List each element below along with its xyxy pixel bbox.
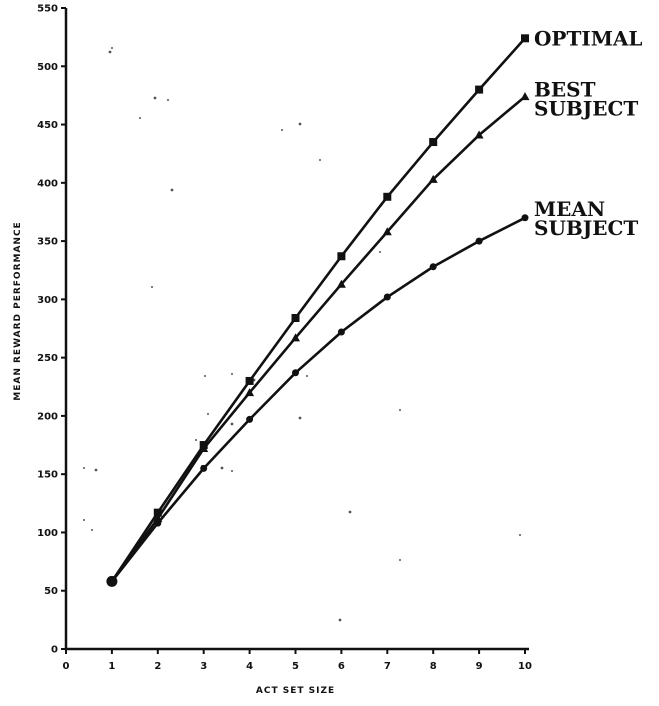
x-tick-label: 5 <box>292 661 299 672</box>
y-axis-title: MEAN REWARD PERFORMANCE <box>13 221 23 400</box>
data-point <box>337 252 345 260</box>
series-line <box>112 218 525 582</box>
speck <box>399 559 401 561</box>
data-point <box>476 238 483 245</box>
series-label: MEAN SUBJECT <box>534 197 638 240</box>
series-label-line: SUBJECT <box>534 216 638 240</box>
data-point <box>522 214 529 221</box>
speck <box>154 97 157 100</box>
speck <box>319 159 321 161</box>
data-point <box>292 369 299 376</box>
speck <box>83 467 85 469</box>
speck <box>281 129 283 131</box>
y-tick-label: 250 <box>37 353 58 364</box>
x-tick-label: 10 <box>518 661 532 672</box>
speck <box>109 51 112 54</box>
x-tick-label: 2 <box>154 661 161 672</box>
speck <box>207 413 209 415</box>
speck <box>306 375 308 377</box>
y-tick-label: 350 <box>37 237 58 248</box>
speck <box>204 375 206 377</box>
speck <box>91 529 93 531</box>
y-tick-label: 500 <box>37 62 58 73</box>
speck <box>167 99 169 101</box>
x-tick-label: 0 <box>63 661 70 672</box>
data-point <box>200 465 207 472</box>
series-label: BEST SUBJECT <box>534 78 638 121</box>
y-tick-label: 550 <box>37 4 58 15</box>
series-mean-subject <box>106 214 528 587</box>
series-label-line: SUBJECT <box>534 97 638 121</box>
data-point <box>521 92 530 100</box>
y-tick-label: 150 <box>37 470 58 481</box>
speck <box>231 423 234 426</box>
data-point <box>430 263 437 270</box>
data-point <box>154 520 161 527</box>
data-point <box>292 314 300 322</box>
data-point <box>338 328 345 335</box>
x-axis-title: ACT SET SIZE <box>256 686 335 696</box>
y-tick-label: 300 <box>37 295 58 306</box>
data-point <box>384 294 391 301</box>
speck <box>231 373 233 375</box>
speck <box>349 511 352 514</box>
data-point <box>106 576 117 587</box>
data-point <box>246 416 253 423</box>
data-point <box>383 193 391 201</box>
speck <box>399 409 401 411</box>
x-tick-label: 1 <box>108 661 115 672</box>
series-best-subject <box>107 92 529 585</box>
speck <box>111 47 113 49</box>
data-point <box>246 377 254 385</box>
data-point <box>521 34 529 42</box>
x-tick-label: 7 <box>384 661 391 672</box>
y-tick-label: 50 <box>44 586 58 597</box>
x-tick-label: 6 <box>338 661 345 672</box>
y-tick-label: 450 <box>37 120 58 131</box>
x-tick-label: 4 <box>246 661 253 672</box>
speck <box>195 439 197 441</box>
series-labels: OPTIMAL BEST SUBJECT MEAN SUBJECT <box>534 26 642 239</box>
data-point <box>475 86 483 94</box>
speck <box>221 467 224 470</box>
x-tick-label: 3 <box>200 661 207 672</box>
speck <box>299 417 302 420</box>
speck <box>339 619 342 622</box>
series-line <box>112 97 525 582</box>
speck <box>95 469 98 472</box>
y-tick-label: 100 <box>37 528 58 539</box>
y-tick-label: 400 <box>37 178 58 189</box>
speck <box>519 534 521 536</box>
x-tick-label: 9 <box>476 661 483 672</box>
speck <box>139 117 141 119</box>
speck <box>231 470 233 472</box>
speck <box>83 519 85 521</box>
y-tick-label: 0 <box>51 645 58 656</box>
data-point <box>429 138 437 146</box>
y-tick-label: 200 <box>37 411 58 422</box>
speck <box>299 123 302 126</box>
speck <box>171 189 174 192</box>
series-label-line: OPTIMAL <box>534 26 642 50</box>
speck <box>379 251 381 253</box>
series-label: OPTIMAL <box>534 26 642 50</box>
speck <box>151 286 153 288</box>
series-layer <box>106 34 529 587</box>
x-tick-label: 8 <box>430 661 437 672</box>
